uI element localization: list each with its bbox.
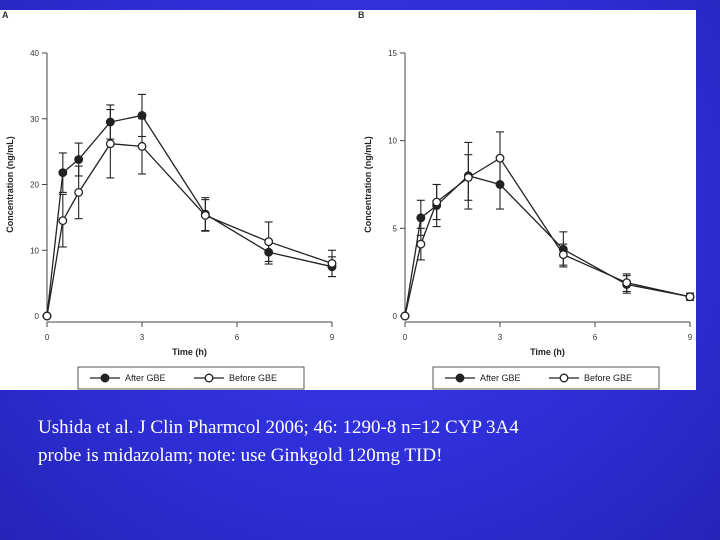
y-tick-label: 10 xyxy=(388,137,397,146)
legend-box xyxy=(432,366,660,390)
data-point xyxy=(105,139,115,149)
data-point xyxy=(74,187,84,197)
x-axis-label: Time (h) xyxy=(172,347,207,357)
y-tick-label: 0 xyxy=(35,312,40,321)
data-point xyxy=(74,155,84,164)
x-tick-label: 6 xyxy=(235,333,240,342)
data-point xyxy=(264,237,274,247)
caption-line-2: probe is midazolam; note: use Ginkgold 1… xyxy=(38,445,443,466)
series-after-gbe xyxy=(42,93,337,321)
legend: After GBE Before GBE xyxy=(432,366,660,390)
slide-caption: Ushida et al. J Clin Pharmcol 2006; 46: … xyxy=(38,414,698,470)
series-line xyxy=(46,114,333,317)
y-axis-label: Concentration (ng/mL) xyxy=(5,136,15,233)
legend-label: Before GBE xyxy=(229,373,277,383)
x-tick-label: 9 xyxy=(330,333,335,342)
panel-letter: B xyxy=(358,10,365,20)
legend-marker xyxy=(559,373,569,383)
figure-panel: A 0 10 20 30 40 0 3 6 9 Time (h) Concentration (ng/… xyxy=(0,10,696,390)
data-point xyxy=(200,210,210,220)
y-tick-label: 15 xyxy=(388,49,397,58)
x-tick-label: 6 xyxy=(593,333,598,342)
y-tick-label: 10 xyxy=(30,246,39,255)
data-point xyxy=(463,173,473,182)
series-before-gbe xyxy=(42,108,337,321)
chart-panel-B: B 0 5 10 15 0 3 6 9 Time (h) Concentration (ng/mL)… xyxy=(358,10,695,390)
data-point xyxy=(416,213,426,223)
y-tick-label: 40 xyxy=(30,49,39,58)
y-tick-label: 0 xyxy=(393,312,398,321)
series-before-gbe xyxy=(400,131,695,321)
legend: After GBE Before GBE xyxy=(77,366,305,390)
data-point xyxy=(558,250,568,260)
data-point xyxy=(432,197,442,207)
data-point xyxy=(685,292,695,302)
data-point xyxy=(137,111,147,120)
y-tick-label: 20 xyxy=(30,181,39,190)
legend-label: After GBE xyxy=(125,373,166,383)
data-point xyxy=(42,311,52,321)
series-line xyxy=(46,143,333,317)
legend-marker xyxy=(100,373,110,383)
legend-label: Before GBE xyxy=(584,373,632,383)
data-point xyxy=(327,258,337,268)
y-tick-label: 5 xyxy=(393,224,398,233)
x-tick-label: 3 xyxy=(498,333,503,342)
caption-line-1: Ushida et al. J Clin Pharmcol 2006; 46: … xyxy=(38,417,519,438)
data-point xyxy=(622,278,632,288)
chart-panel-A: A 0 10 20 30 40 0 3 6 9 Time (h) Concentration (ng/… xyxy=(2,10,337,390)
x-tick-label: 3 xyxy=(140,333,145,342)
data-point xyxy=(58,216,68,226)
x-tick-label: 0 xyxy=(45,333,50,342)
series-line xyxy=(404,175,691,317)
y-axis-label: Concentration (ng/mL) xyxy=(363,136,373,233)
data-point xyxy=(416,239,426,249)
data-point xyxy=(400,311,410,321)
panel-letter: A xyxy=(2,10,9,20)
legend-label: After GBE xyxy=(480,373,521,383)
legend-marker xyxy=(204,373,214,383)
x-axis-label: Time (h) xyxy=(530,347,565,357)
x-tick-label: 0 xyxy=(403,333,408,342)
legend-box xyxy=(77,366,305,390)
data-point xyxy=(137,141,147,151)
y-tick-label: 30 xyxy=(30,115,39,124)
legend-marker xyxy=(455,373,465,383)
series-line xyxy=(404,157,691,317)
x-tick-label: 9 xyxy=(688,333,693,342)
data-point xyxy=(495,153,505,163)
data-point xyxy=(58,168,68,178)
